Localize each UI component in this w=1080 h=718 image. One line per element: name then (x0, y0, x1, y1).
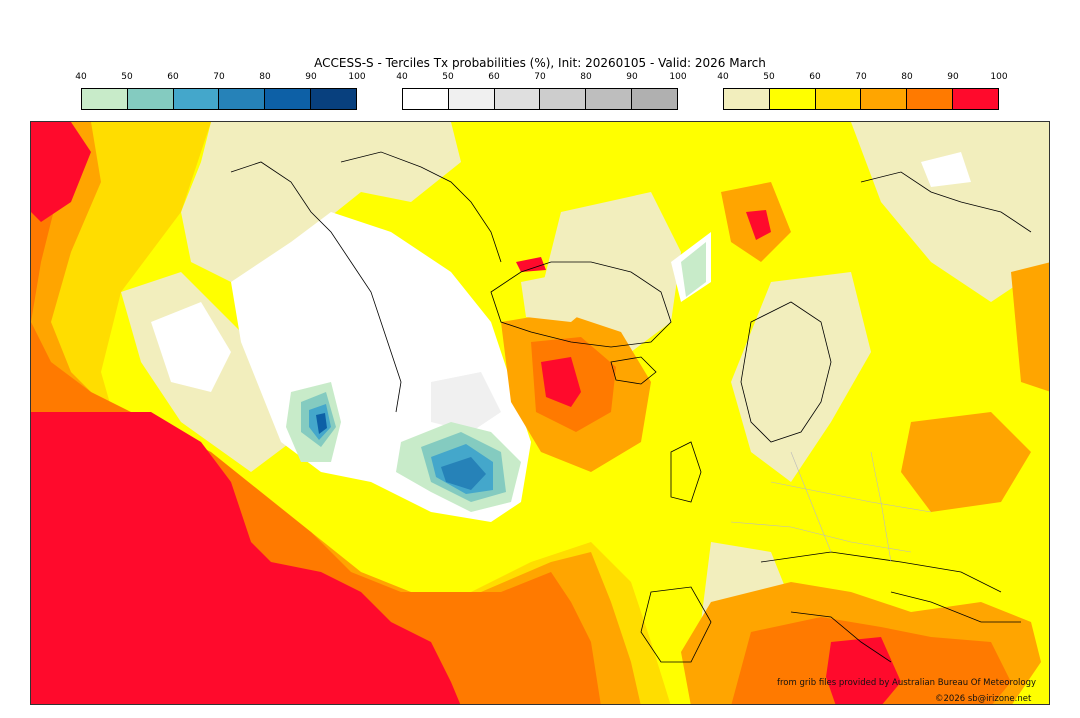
tick-label: 80 (259, 72, 271, 82)
map-field-below-40 (681, 242, 706, 297)
legend-swatch (265, 89, 312, 109)
map-field-above-70 (1011, 262, 1049, 392)
tick-label: 100 (990, 72, 1008, 82)
tick-label: 70 (855, 72, 867, 82)
legend-swatch (724, 89, 770, 109)
legend-swatch (494, 89, 541, 109)
legend-swatch (403, 89, 449, 109)
tick-label: 60 (167, 72, 179, 82)
legend-swatch (769, 89, 816, 109)
map-field-above-90 (826, 637, 901, 704)
map-field-normal-50 (431, 372, 501, 432)
tick-label: 60 (809, 72, 821, 82)
legend-ticks: 40 50 60 70 80 90 100 (396, 70, 686, 86)
tick-label: 50 (442, 72, 454, 82)
legend-above-normal: 40 50 60 70 80 90 100 (717, 70, 1008, 114)
map-field-below-70 (316, 413, 327, 434)
legend-swatch (173, 89, 220, 109)
legend-ticks: 40 50 60 70 80 90 100 (75, 70, 365, 86)
map-field-above-90 (516, 257, 546, 272)
tick-label: 100 (348, 72, 366, 82)
legend-swatch (632, 89, 677, 109)
legend-colorbar (402, 88, 678, 110)
tick-label: 40 (396, 72, 408, 82)
legend-swatch (953, 89, 998, 109)
tick-label: 60 (488, 72, 500, 82)
legend-swatch (586, 89, 633, 109)
tick-label: 90 (947, 72, 959, 82)
legend-swatch (127, 89, 174, 109)
map-field-below-70 (441, 457, 486, 490)
tick-label: 90 (626, 72, 638, 82)
map-field-above-90 (31, 412, 461, 704)
tick-label: 80 (580, 72, 592, 82)
tick-label: 40 (75, 72, 87, 82)
legend-colorbar (723, 88, 999, 110)
tick-label: 100 (669, 72, 687, 82)
map-field-above-90 (31, 122, 91, 222)
legend-swatch (82, 89, 128, 109)
map-field-above-40 (731, 272, 871, 482)
tick-label: 70 (534, 72, 546, 82)
tick-label: 70 (213, 72, 225, 82)
legend-swatch (448, 89, 495, 109)
legend-swatch (540, 89, 587, 109)
borders (730, 451, 932, 563)
legend-normal: 40 50 60 70 80 90 100 (396, 70, 687, 114)
legend-swatch (219, 89, 266, 109)
tick-label: 80 (901, 72, 913, 82)
legend-colorbar (81, 88, 357, 110)
map-field-above-90 (746, 210, 771, 240)
map-field-above-40 (521, 272, 601, 322)
legend-swatch (861, 89, 908, 109)
map-field-above-40 (181, 122, 461, 282)
tick-label: 90 (305, 72, 317, 82)
source-credit: from grib files provided by Australian B… (777, 678, 1037, 688)
legend-ticks: 40 50 60 70 80 90 100 (717, 70, 1007, 86)
map-field-normal-40 (921, 152, 971, 187)
legend-swatch (815, 89, 862, 109)
legend-below-normal: 40 50 60 70 80 90 100 (75, 70, 366, 114)
map-field-above-90 (541, 357, 581, 407)
map-field-above-70 (901, 412, 1031, 512)
legend-swatch (907, 89, 954, 109)
map-field-normal-40 (151, 302, 231, 392)
tick-label: 50 (763, 72, 775, 82)
legend-swatch (311, 89, 356, 109)
tick-label: 50 (121, 72, 133, 82)
probability-map: from grib files provided by Australian B… (30, 121, 1050, 705)
chart-title: ACCESS-S - Terciles Tx probabilities (%)… (314, 56, 766, 70)
map-canvas (31, 122, 1049, 704)
tick-label: 40 (717, 72, 729, 82)
copyright-credit: ©2026 sb@irizone.net (935, 694, 1032, 704)
coastlines (230, 151, 1032, 663)
map-field-above-40 (851, 122, 1049, 302)
